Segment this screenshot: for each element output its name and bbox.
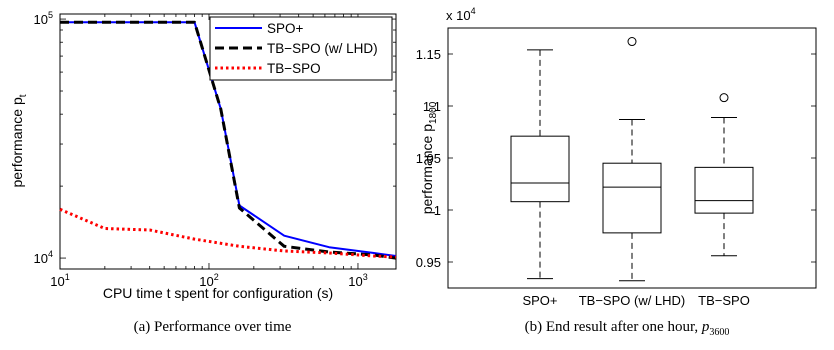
y-tick-label: 1.1 [423, 99, 441, 114]
box-group [694, 93, 754, 257]
caption-a: (a) Performance over time [133, 319, 292, 335]
series-line-tb-spo [59, 207, 397, 259]
x-tick-label: 103 [348, 272, 367, 289]
x-category-label: SPO+ [522, 293, 557, 308]
y-tick-label: 105 [34, 10, 53, 27]
x-category-label: TB−SPO [698, 293, 750, 308]
x-category-label: TB−SPO (w/ LHD) [579, 293, 686, 308]
y-axis-label-a: performance pt [9, 94, 29, 187]
x-tick-label: 101 [50, 272, 69, 289]
y-tick-label: 1 [434, 203, 441, 218]
y-multiplier: x 104 [446, 6, 476, 23]
y-axis-label-b: performance p1800 [419, 101, 439, 214]
y-tick-label: 1.05 [416, 151, 441, 166]
panel-a-line-chart: 101 102 103 104 105 CPU time t spent for con… [9, 10, 397, 301]
panel-b-box-plot: x 104 0.95 1 1.05 1.1 1.15 SPO+ TB−SPO (w/ LHD… [416, 6, 817, 308]
outlier-point [627, 37, 637, 47]
box-iqr [510, 135, 570, 203]
box-iqr [602, 162, 662, 234]
boxes-group [510, 37, 754, 282]
axis-ticks-b: 0.95 1 1.05 1.1 1.15 SPO+ TB−SPO (w/ LHD) TB−SP… [416, 47, 816, 308]
caption-b: (b) End result after one hour, p3600 [524, 319, 730, 338]
outlier-point [719, 93, 729, 103]
box-group [602, 37, 662, 282]
legend-label-tb-spo-lhd: TB−SPO (w/ LHD) [267, 41, 378, 56]
legend-label-spo-plus: SPO+ [267, 21, 304, 36]
series-group-a [59, 20, 397, 260]
legend-label-tb-spo: TB−SPO [267, 61, 321, 76]
legend-a: SPO+ TB−SPO (w/ LHD) TB−SPO [209, 16, 393, 81]
plot-area-b [447, 27, 817, 289]
axis-ticks-a: 101 102 103 104 105 [34, 10, 396, 289]
y-tick-label: 1.15 [416, 47, 441, 62]
y-tick-label: 104 [34, 249, 53, 266]
figure: 101 102 103 104 105 CPU time t spent for con… [9, 6, 817, 308]
box-group [510, 49, 570, 280]
box-iqr [694, 166, 754, 214]
x-tick-label: 102 [199, 272, 218, 289]
y-tick-label: 0.95 [416, 255, 441, 270]
x-axis-label-a: CPU time t spent for configuration (s) [103, 285, 333, 301]
